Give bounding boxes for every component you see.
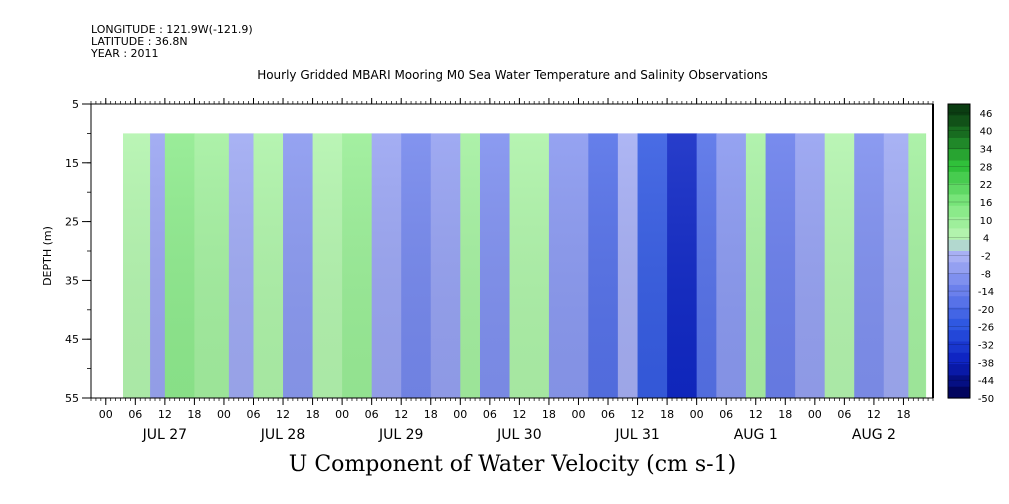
colorbar-label: -32 [978, 341, 994, 352]
y-tick-label: 35 [65, 274, 79, 287]
x-hour-tick-label: 06 [483, 408, 497, 421]
colorbar-swatch [948, 352, 970, 365]
colorbar-label: -44 [978, 376, 994, 387]
colorbar-swatch [948, 228, 970, 241]
x-day-label: AUG 1 [734, 427, 778, 443]
x-hour-tick-label: 12 [394, 408, 408, 421]
latitude-label: LATITUDE : 36.8N [91, 35, 188, 48]
variable-title: U Component of Water Velocity (cm s-1) [288, 452, 737, 477]
colorbar-swatch [948, 217, 970, 229]
colorbar-swatch [948, 318, 970, 331]
x-hour-tick-label: 12 [631, 408, 645, 421]
x-day-label: JUL 30 [496, 427, 541, 443]
x-hour-tick-label: 06 [837, 408, 851, 421]
colorbar-swatch [948, 239, 970, 252]
x-hour-tick-label: 06 [601, 408, 615, 421]
colorbar-swatch [948, 160, 970, 173]
x-day-label: AUG 2 [852, 427, 896, 443]
x-hour-tick-label: 06 [128, 408, 142, 421]
chart-title: Hourly Gridded MBARI Mooring M0 Sea Wate… [257, 68, 768, 82]
colorbar-label: -50 [978, 394, 994, 405]
x-hour-tick-label: 12 [749, 408, 763, 421]
x-day-label: JUL 29 [378, 427, 423, 443]
y-tick-label: 5 [72, 98, 79, 111]
colorbar-label: -2 [981, 251, 991, 262]
x-hour-tick-label: 18 [187, 408, 201, 421]
x-day-label: JUL 27 [142, 427, 187, 443]
colorbar-swatch [948, 205, 970, 218]
colorbar-swatch [948, 149, 970, 162]
colorbar-swatch [948, 251, 970, 263]
x-hour-tick-label: 18 [306, 408, 320, 421]
x-hour-tick-label: 12 [512, 408, 526, 421]
x-day-label: JUL 28 [260, 427, 305, 443]
x-hour-tick-label: 00 [808, 408, 822, 421]
colorbar-label: 16 [980, 198, 993, 209]
depth-shading [123, 133, 926, 398]
colorbar-swatch [948, 262, 970, 275]
colorbar-swatch [948, 273, 970, 286]
colorbar-swatch [948, 375, 970, 388]
year-label: YEAR : 2011 [91, 47, 159, 60]
x-hour-tick-label: 18 [542, 408, 556, 421]
colorbar-swatch [948, 194, 970, 207]
colorbar-label: -14 [978, 287, 994, 298]
colorbar-label: 34 [980, 145, 993, 156]
x-hour-tick-label: 06 [719, 408, 733, 421]
colorbar-swatch [948, 171, 970, 184]
x-hour-tick-label: 00 [99, 408, 113, 421]
colorbar-label: 22 [980, 180, 993, 191]
x-hour-tick-label: 00 [453, 408, 467, 421]
x-hour-tick-label: 00 [217, 408, 231, 421]
x-hour-tick-label: 00 [690, 408, 704, 421]
y-tick-label: 45 [65, 333, 79, 346]
colorbar-label: 28 [980, 162, 993, 173]
colorbar-label: 46 [980, 109, 993, 120]
colorbar-label: -38 [978, 358, 994, 369]
y-tick-label: 15 [65, 157, 79, 170]
x-hour-tick-label: 18 [896, 408, 910, 421]
x-hour-tick-label: 18 [660, 408, 674, 421]
x-hour-tick-label: 12 [158, 408, 172, 421]
colorbar-frame [947, 103, 971, 399]
colorbar-label: -26 [978, 323, 994, 334]
colorbar-swatch [948, 364, 970, 376]
colorbar-label: 40 [980, 127, 993, 138]
colorbar-swatch [948, 330, 970, 343]
colorbar-label: -20 [978, 305, 994, 316]
colorbar-label: 10 [980, 216, 993, 227]
colorbar-swatch [948, 137, 970, 150]
colorbar-swatch [948, 183, 970, 196]
longitude-label: LONGITUDE : 121.9W(-121.9) [91, 23, 253, 36]
colorbar-swatch [948, 307, 970, 320]
colorbar-swatch [948, 284, 970, 297]
x-hour-tick-label: 00 [335, 408, 349, 421]
x-hour-tick-label: 12 [276, 408, 290, 421]
colorbar-swatch [948, 341, 970, 354]
colorbar-swatch [948, 296, 970, 309]
y-tick-label: 55 [65, 392, 79, 405]
x-hour-tick-label: 06 [365, 408, 379, 421]
x-hour-tick-label: 18 [778, 408, 792, 421]
x-hour-tick-label: 06 [246, 408, 260, 421]
y-tick-label: 25 [65, 216, 79, 229]
x-hour-tick-label: 18 [424, 408, 438, 421]
colorbar-swatch [948, 104, 970, 116]
x-day-label: JUL 31 [614, 427, 659, 443]
colorbar-label: -8 [981, 269, 991, 280]
colorbar-label: 4 [983, 234, 989, 245]
x-hour-tick-label: 12 [867, 408, 881, 421]
y-axis-label: DEPTH (m) [41, 226, 54, 286]
x-hour-tick-label: 00 [571, 408, 585, 421]
colorbar-swatch [948, 386, 970, 399]
colorbar-swatch [948, 115, 970, 128]
colorbar-swatch [948, 126, 970, 139]
